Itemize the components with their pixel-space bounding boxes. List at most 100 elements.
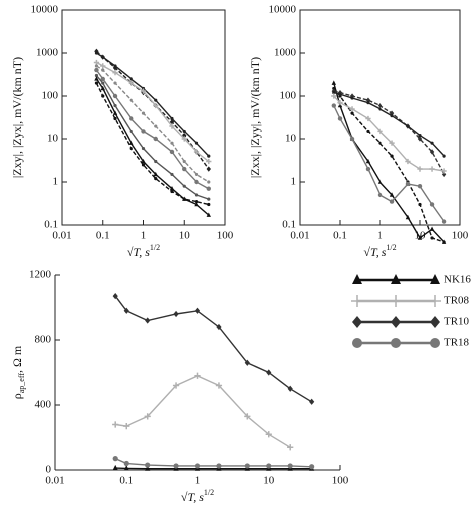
point-plus: [215, 382, 223, 389]
point-diamond: [173, 310, 179, 318]
point-circle: [153, 136, 158, 142]
point-dot: [94, 81, 99, 85]
point-circle: [145, 462, 151, 468]
y-tick-label: 1: [53, 176, 59, 188]
point-dot: [129, 77, 133, 81]
point-triangle: [112, 110, 118, 115]
point-circle: [112, 93, 118, 99]
series-line: [96, 65, 210, 183]
series-line: [333, 95, 445, 172]
point-triangle: [112, 464, 118, 471]
point-triangle: [389, 192, 395, 197]
legend-label: TR18: [444, 337, 470, 349]
point-dot: [442, 154, 446, 158]
x-tick-label: 100: [217, 230, 234, 242]
point-dot: [366, 101, 370, 105]
point-circle: [429, 202, 435, 207]
point-plus: [193, 149, 200, 155]
point-dot: [113, 81, 117, 85]
point-circle: [182, 166, 187, 172]
point-circle: [169, 149, 175, 155]
point-triangle: [94, 76, 99, 81]
point-circle: [389, 199, 395, 204]
point-triangle: [365, 158, 371, 164]
x-tick-label: 0.1: [333, 230, 347, 242]
point-triangle: [194, 201, 199, 207]
legend-marker: [352, 316, 362, 328]
point-circle: [309, 464, 315, 470]
x-tick-label: 1: [195, 475, 201, 487]
point-diamond: [377, 102, 383, 109]
point-dot: [194, 172, 199, 177]
point-dot: [350, 111, 354, 115]
point-dot: [418, 202, 422, 207]
point-triangle: [405, 214, 411, 220]
point-circle: [100, 76, 105, 82]
x-tick-label: 10: [179, 230, 191, 242]
y-tick-label: 10000: [269, 4, 297, 16]
point-dot: [350, 96, 354, 100]
x-label-sup: 1/2: [204, 488, 214, 497]
point-dot: [182, 184, 186, 188]
point-dot: [101, 81, 105, 85]
point-dot: [154, 176, 158, 181]
point-plus: [331, 93, 337, 99]
point-circle: [216, 463, 222, 469]
point-triangle: [169, 186, 175, 191]
series-line: [333, 82, 445, 243]
point-triangle: [153, 171, 158, 177]
point-dot: [129, 129, 133, 134]
series-line: [333, 90, 445, 175]
point-plus: [112, 69, 118, 76]
point-dot: [207, 202, 211, 207]
point-diamond: [287, 385, 293, 392]
y-tick-label: 0: [46, 464, 52, 476]
point-triangle: [417, 235, 423, 240]
point-circle: [331, 103, 337, 108]
point-plus: [140, 88, 147, 94]
point-dot: [182, 129, 186, 134]
series-line: [95, 78, 210, 216]
point-dot: [170, 172, 174, 177]
point-circle: [405, 181, 411, 187]
point-triangle: [129, 140, 134, 145]
legend-marker: [430, 274, 440, 284]
point-dot: [94, 64, 99, 68]
y-label-main: ρ: [10, 393, 24, 399]
point-circle: [417, 183, 423, 189]
series-line: [114, 295, 312, 403]
point-dot: [390, 114, 394, 118]
point-triangle: [145, 465, 151, 471]
x-tick-label: 0.01: [45, 475, 64, 487]
point-plus: [112, 421, 119, 428]
point-dot: [338, 92, 342, 96]
point-triangle: [123, 465, 129, 471]
point-dot: [170, 116, 174, 121]
point-dot: [141, 86, 146, 91]
point-diamond: [112, 293, 118, 300]
point-dot: [129, 98, 133, 102]
point-diamond: [182, 132, 187, 139]
point-plus: [244, 413, 251, 420]
x-label-main: √T, s: [181, 490, 204, 504]
point-triangle: [206, 212, 211, 217]
series-line: [95, 82, 209, 206]
point-plus: [365, 115, 371, 122]
y-tick-label: 400: [35, 399, 52, 411]
point-dot: [154, 124, 158, 128]
series-line: [115, 467, 312, 470]
point-triangle: [100, 85, 105, 91]
legend-marker: [390, 295, 402, 307]
series-line: [114, 457, 312, 468]
point-diamond: [206, 166, 211, 172]
y-tick-label: 1000: [274, 47, 297, 59]
point-dot: [194, 200, 199, 204]
y-tick-label: 0.1: [44, 219, 58, 231]
point-plus: [429, 166, 435, 172]
point-dot: [390, 154, 394, 158]
x-label-main: √T, s: [363, 245, 386, 259]
y-tick-label: 10: [47, 133, 59, 145]
legend-marker: [391, 274, 401, 284]
point-dot: [207, 180, 211, 184]
x-axis-label: √T, s1/2: [181, 488, 214, 504]
